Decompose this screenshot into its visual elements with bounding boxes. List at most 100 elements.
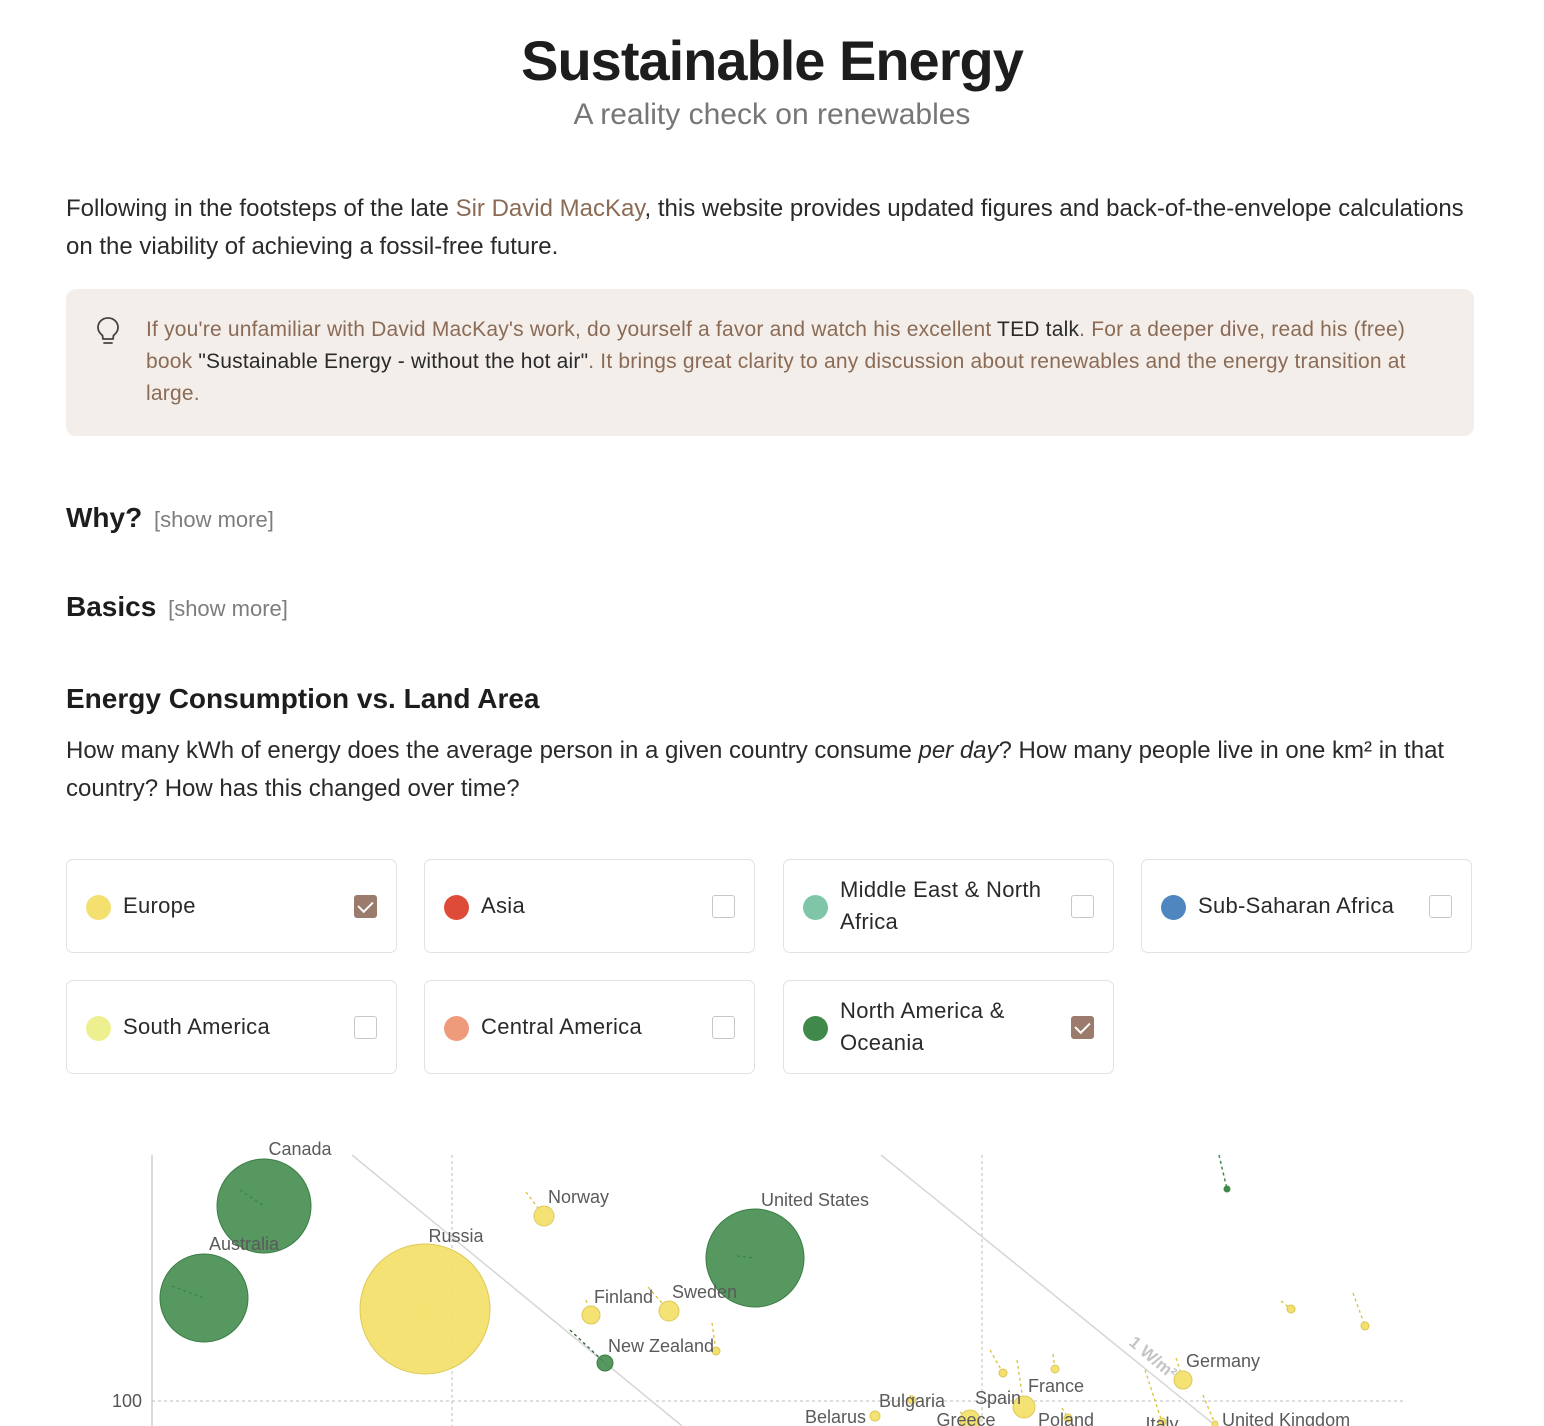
point-trail — [1016, 1359, 1025, 1408]
checkbox[interactable] — [354, 895, 377, 918]
filter-central-america[interactable]: Central America — [424, 980, 755, 1074]
data-point — [533, 1205, 555, 1227]
checkbox[interactable] — [712, 1016, 735, 1039]
callout-part3: . It brings great clarity to any discuss… — [146, 350, 1406, 405]
data-point — [705, 1208, 805, 1308]
checkbox[interactable] — [1071, 1016, 1094, 1039]
intro-text-before: Following in the footsteps of the late — [66, 195, 456, 222]
point-label: Spain — [975, 1388, 1021, 1408]
data-point — [907, 1395, 917, 1405]
checkbox[interactable] — [712, 895, 735, 918]
filter-label: Asia — [481, 893, 525, 918]
data-point — [869, 1410, 881, 1422]
data-point — [1063, 1413, 1073, 1423]
reference-line — [880, 1154, 1217, 1426]
point-label: Australia — [209, 1234, 280, 1254]
point-label: Finland — [594, 1287, 653, 1307]
data-point — [1012, 1395, 1036, 1419]
point-trail — [989, 1349, 1004, 1374]
region-color-dot — [803, 1016, 828, 1041]
lightbulb-icon — [97, 317, 119, 344]
checkbox[interactable] — [1429, 895, 1452, 918]
point-trail — [569, 1329, 606, 1364]
filter-europe[interactable]: Europe — [66, 859, 397, 953]
why-heading: Why? — [66, 502, 143, 533]
callout-part1: If you're unfamiliar with David MacKay's… — [146, 318, 998, 341]
point-label: Canada — [268, 1140, 332, 1159]
data-point — [1173, 1370, 1193, 1390]
point-label: Sweden — [672, 1282, 737, 1302]
filter-north-america-oceania[interactable]: North America & Oceania — [783, 980, 1114, 1074]
point-label: United States — [761, 1190, 869, 1210]
data-point — [998, 1368, 1008, 1378]
filter-label: Europe — [123, 893, 196, 918]
ted-talk-link[interactable]: TED talk — [997, 318, 1080, 341]
data-point — [1050, 1364, 1060, 1374]
info-callout: If you're unfamiliar with David MacKay's… — [66, 289, 1474, 436]
data-point — [1211, 1420, 1219, 1426]
point-trail — [1352, 1292, 1366, 1327]
point-label: United Kingdom — [1222, 1410, 1350, 1426]
point-label: Germany — [1186, 1351, 1260, 1371]
filter-sub-saharan-africa[interactable]: Sub-Saharan Africa — [1141, 859, 1472, 953]
point-label: France — [1028, 1376, 1084, 1396]
region-color-dot — [444, 1016, 469, 1041]
data-point — [359, 1243, 491, 1375]
page-title: Sustainable Energy — [521, 29, 1024, 92]
filter-label: Middle East & North Africa — [840, 877, 1042, 934]
data-point — [159, 1253, 249, 1343]
point-label: Poland — [1038, 1410, 1094, 1426]
region-color-dot — [86, 1016, 111, 1041]
data-point — [1223, 1185, 1231, 1193]
book-link[interactable]: "Sustainable Energy - without the hot ai… — [198, 350, 589, 373]
section-question: How many kWh of energy does the average … — [66, 732, 1474, 808]
point-label: Norway — [548, 1187, 609, 1207]
data-point — [959, 1409, 981, 1426]
data-point — [1360, 1321, 1370, 1331]
region-color-dot — [444, 895, 469, 920]
basics-show-more-toggle[interactable]: [show more] — [168, 596, 288, 621]
basics-heading: Basics — [66, 591, 157, 622]
why-show-more-toggle[interactable]: [show more] — [154, 507, 274, 532]
question-emphasis: per day — [918, 737, 999, 764]
data-point — [216, 1158, 312, 1254]
filter-middle-east-north-africa[interactable]: Middle East & North Africa — [783, 859, 1114, 953]
data-point — [1286, 1304, 1296, 1314]
callout-text: If you're unfamiliar with David MacKay's… — [146, 314, 1450, 410]
point-trail — [1202, 1394, 1216, 1425]
point-trail — [1218, 1154, 1228, 1190]
region-color-dot — [803, 895, 828, 920]
filter-south-america[interactable]: South America — [66, 980, 397, 1074]
question-part1: How many kWh of energy does the average … — [66, 737, 919, 764]
reference-line — [351, 1154, 683, 1426]
data-point — [711, 1346, 721, 1356]
filter-label: Central America — [481, 1014, 643, 1039]
point-trail — [1280, 1300, 1292, 1310]
region-color-dot — [86, 895, 111, 920]
filter-label: South America — [123, 1014, 270, 1039]
point-label: Russia — [428, 1226, 484, 1246]
point-trail — [711, 1322, 717, 1352]
page-subtitle: A reality check on renewables — [573, 98, 971, 131]
filter-label: North America & Oceania — [840, 998, 1005, 1055]
point-label: Greece — [936, 1410, 995, 1426]
checkbox[interactable] — [354, 1016, 377, 1039]
region-color-dot — [1161, 895, 1186, 920]
y-tick-label: 100 — [112, 1391, 142, 1411]
point-label: Belarus — [805, 1407, 866, 1426]
data-point — [1157, 1417, 1167, 1426]
intro-paragraph: Following in the footsteps of the late S… — [66, 190, 1474, 266]
page-header: Sustainable Energy A reality check on re… — [0, 0, 1544, 132]
section-heading: Energy Consumption vs. Land Area — [66, 683, 540, 714]
filter-label: Sub-Saharan Africa — [1198, 893, 1395, 918]
data-point — [658, 1300, 680, 1322]
point-label: New Zealand — [608, 1336, 714, 1356]
point-label: Italy — [1145, 1414, 1178, 1426]
mackay-link[interactable]: Sir David MacKay — [455, 195, 645, 222]
basics-section: Basics [show more] — [66, 591, 1474, 623]
checkbox[interactable] — [1071, 895, 1094, 918]
question-part2: ? How many people live in one km² in tha… — [66, 737, 1445, 802]
filter-asia[interactable]: Asia — [424, 859, 755, 953]
point-trail — [1061, 1407, 1069, 1419]
